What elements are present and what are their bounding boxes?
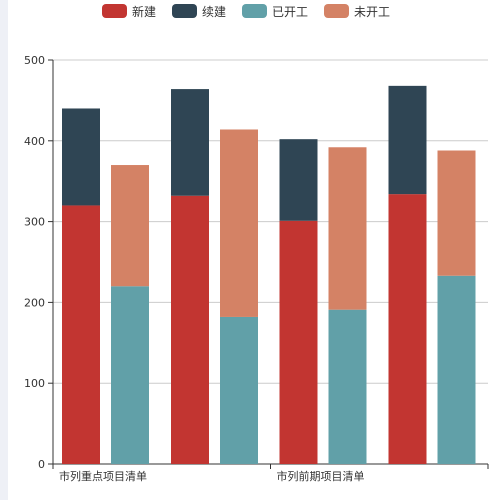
bar-segment-started[interactable] [328,309,367,464]
bar-segment-new[interactable] [171,195,209,464]
legend-label-not-started[interactable]: 未开工 [354,5,390,19]
bar-segment-started[interactable] [437,275,476,464]
legend-swatch-new[interactable] [102,4,127,18]
bar-segment-continued[interactable] [171,89,209,196]
bar-segment-continued[interactable] [62,108,100,206]
x-tick-label: 市列前期项目清单 [277,469,365,483]
x-tick-label: 市列重点项目清单 [59,469,147,483]
y-tick-label: 200 [24,296,45,309]
y-tick-label: 300 [24,216,45,229]
y-tick-label: 100 [24,377,45,390]
legend-label-started[interactable]: 已开工 [272,5,308,19]
left-edge-strip [0,0,8,500]
legend-label-new[interactable]: 新建 [132,4,156,19]
bar-segment-started[interactable] [220,316,258,464]
y-tick-label: 0 [38,458,45,471]
legend-swatch-not-started[interactable] [324,4,349,18]
bar-segment-started[interactable] [111,286,149,464]
bar-segment-continued[interactable] [388,85,427,195]
legend-swatch-started[interactable] [242,4,267,18]
legend-label-continued[interactable]: 续建 [202,5,226,19]
bar-segment-not-started[interactable] [220,129,258,317]
bar-segment-new[interactable] [279,220,318,464]
bar-segment-new[interactable] [62,205,100,464]
bar-segment-not-started[interactable] [111,165,149,287]
bar-segment-continued[interactable] [279,139,318,221]
bar-segment-not-started[interactable] [328,147,367,310]
bar-segment-new[interactable] [388,194,427,465]
bar-segment-not-started[interactable] [437,150,476,276]
y-tick-label: 400 [24,135,45,148]
legend-swatch-continued[interactable] [172,4,197,18]
y-tick-label: 500 [24,54,45,67]
